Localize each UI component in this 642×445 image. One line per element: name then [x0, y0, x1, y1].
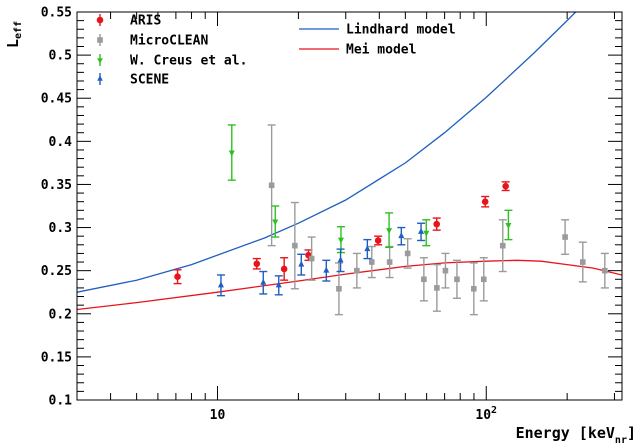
y-tick-label: 0.5 — [49, 49, 72, 64]
series-w-creus-et-al — [227, 124, 513, 254]
y-tick-label: 0.15 — [41, 350, 72, 365]
point-scene — [398, 232, 405, 239]
legend-label: Lindhard model — [346, 23, 456, 38]
x-tick-label: 102 — [475, 405, 497, 423]
y-tick-label: 0.2 — [49, 307, 72, 322]
legend: ARIS MicroCLEAN W. Creus et al. SCENE Lindha… — [96, 14, 456, 88]
point-w-creus-et-al — [337, 237, 344, 244]
point-scene — [337, 256, 344, 263]
series-microclean — [267, 124, 609, 316]
legend-marker — [97, 58, 103, 64]
point-scene — [364, 245, 371, 252]
y-tick-label: 0.55 — [41, 6, 72, 21]
point-aris — [433, 220, 440, 228]
point-scene — [260, 278, 267, 285]
point-aris — [502, 182, 509, 190]
curve-mei-model — [77, 259, 622, 311]
point-microclean — [434, 285, 440, 291]
point-aris — [174, 273, 181, 281]
point-microclean — [499, 242, 506, 249]
legend-label: ARIS — [130, 14, 161, 29]
legend-label: W. Creus et al. — [130, 54, 247, 69]
series-aris — [173, 181, 510, 285]
point-microclean — [386, 259, 393, 265]
point-microclean — [268, 182, 275, 189]
point-scene — [298, 260, 305, 267]
point-microclean — [292, 242, 298, 249]
data-points — [173, 124, 609, 316]
point-w-creus-et-al — [386, 228, 393, 235]
x-axis-title: Energy [keVnr] — [516, 424, 636, 445]
point-scene — [418, 227, 425, 234]
point-microclean — [480, 276, 487, 283]
model-curves — [77, 12, 622, 311]
point-microclean — [404, 250, 411, 257]
y-tick-label: 0.25 — [41, 264, 72, 279]
y-axis-title: Leff — [4, 21, 24, 48]
point-microclean — [471, 285, 477, 292]
legend-marker — [97, 37, 103, 43]
point-aris — [253, 260, 261, 268]
point-microclean — [308, 255, 315, 262]
point-aris — [481, 198, 489, 205]
point-w-creus-et-al — [272, 219, 279, 226]
legend-label: MicroCLEAN — [130, 34, 208, 49]
point-microclean — [602, 267, 608, 274]
legend-label: SCENE — [130, 73, 169, 88]
point-w-creus-et-al — [423, 230, 430, 237]
axis-ticks: 0.1 0.15 0.2 0.25 0.3 0.35 0.4 0.45 0.5 0.55 10 102 — [41, 6, 622, 423]
y-tick-label: 0.45 — [41, 92, 72, 107]
legend-marker — [96, 16, 104, 24]
point-microclean — [421, 276, 427, 283]
point-microclean — [562, 234, 568, 240]
series-scene — [216, 222, 426, 297]
point-microclean — [368, 259, 375, 265]
point-microclean — [579, 259, 586, 265]
point-microclean — [354, 267, 360, 274]
y-tick-label: 0.3 — [49, 221, 72, 236]
x-tick-label: 10 — [210, 408, 226, 423]
point-scene — [275, 281, 282, 288]
y-tick-label: 0.35 — [41, 178, 72, 193]
point-aris — [280, 265, 288, 273]
legend-label: Mei model — [346, 43, 416, 58]
plot-frame — [76, 11, 623, 401]
y-tick-label: 0.4 — [49, 135, 73, 150]
legend-marker — [97, 75, 103, 81]
point-scene — [217, 281, 224, 288]
point-microclean — [336, 285, 342, 292]
point-microclean — [454, 276, 460, 283]
y-tick-label: 0.1 — [49, 394, 73, 409]
point-scene — [323, 266, 330, 273]
curve-lindhard-model — [77, 12, 577, 293]
point-aris — [374, 237, 382, 244]
point-microclean — [442, 267, 449, 274]
point-w-creus-et-al — [228, 150, 235, 157]
point-w-creus-et-al — [505, 222, 512, 229]
